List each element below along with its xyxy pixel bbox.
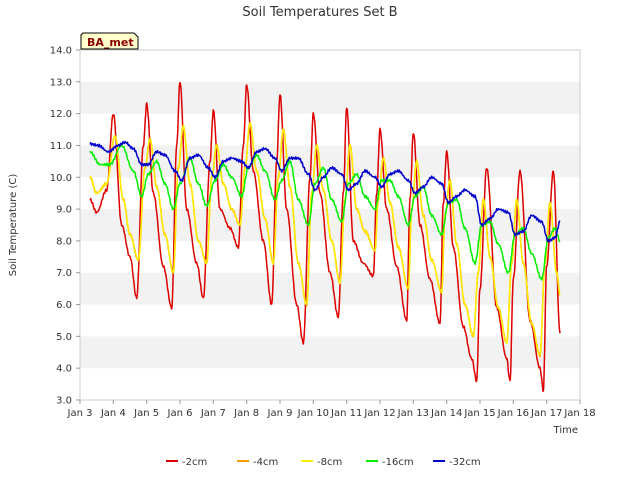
y-tick-label: 13.0 [50, 77, 72, 88]
legend-label: -4cm [253, 457, 278, 468]
x-tick-label: Jan 4 [100, 408, 126, 419]
grid-band [80, 81, 580, 114]
y-tick-label: 12.0 [50, 109, 72, 120]
y-tick-label: 8.0 [56, 236, 72, 247]
legend: -2cm -4cm -8cm -16cm -32cm [166, 457, 481, 468]
grid-band [80, 336, 580, 369]
station-badge-label: BA_met [87, 36, 134, 49]
plot-frame [79, 49, 581, 401]
y-tick-label: 10.0 [50, 173, 72, 184]
x-tick-label: Jan 8 [233, 408, 259, 419]
x-tick-label: Jan 17 [530, 408, 562, 419]
grid-bands [80, 81, 580, 369]
y-tick-label: 5.0 [56, 332, 72, 343]
y-tick-label: 14.0 [50, 46, 72, 57]
grid-band [80, 272, 580, 305]
y-tick-label: 7.0 [56, 268, 72, 279]
y-tick-label: 6.0 [56, 300, 72, 311]
x-tick-label: Jan 13 [397, 408, 429, 419]
chart-title: Soil Temperatures Set B [242, 5, 397, 20]
x-tick-label: Jan 6 [167, 408, 193, 419]
y-tick-label: 11.0 [50, 141, 72, 152]
series-line-32cmcm [89, 140, 561, 243]
x-tick-label: Jan 7 [200, 408, 226, 419]
x-tick-label: Jan 5 [133, 408, 159, 419]
legend-label: -16cm [382, 457, 414, 468]
series-line-16cmcm [89, 144, 561, 281]
x-tick-label: Jan 9 [267, 408, 293, 419]
x-tick-label: Jan 15 [463, 408, 495, 419]
grid-band [80, 145, 580, 178]
station-badge: BA_met [80, 32, 139, 50]
x-tick-label: Jan 16 [497, 408, 529, 419]
x-tick-label: Jan 18 [563, 408, 595, 419]
series-line-2cmcm [89, 81, 561, 392]
station-badge-box [80, 32, 139, 50]
y-axis-label: Soil Temperature (C) [8, 174, 19, 277]
legend-label: -32cm [449, 457, 481, 468]
y-axis-ticks: 3.0 4.0 5.0 6.0 7.0 8.0 9.0 10.0 11.0 12.0 13.0 14.… [50, 46, 80, 407]
y-tick-label: 9.0 [56, 205, 72, 216]
x-tick-label: Jan 10 [297, 408, 329, 419]
y-tick-label: 4.0 [56, 364, 72, 375]
legend-label: -2cm [182, 457, 207, 468]
x-tick-label: Jan 3 [67, 408, 93, 419]
y-tick-label: 3.0 [56, 396, 72, 407]
x-tick-label: Jan 12 [363, 408, 395, 419]
legend-label: -8cm [317, 457, 342, 468]
series-lines [89, 81, 561, 392]
x-tick-label: Jan 11 [330, 408, 362, 419]
x-axis-ticks: Jan 3 Jan 4 Jan 5 Jan 6 Jan 7 Jan 8 Jan 9 Jan 1… [67, 400, 596, 419]
x-axis-label: Time [553, 425, 578, 436]
x-tick-label: Jan 14 [430, 408, 462, 419]
